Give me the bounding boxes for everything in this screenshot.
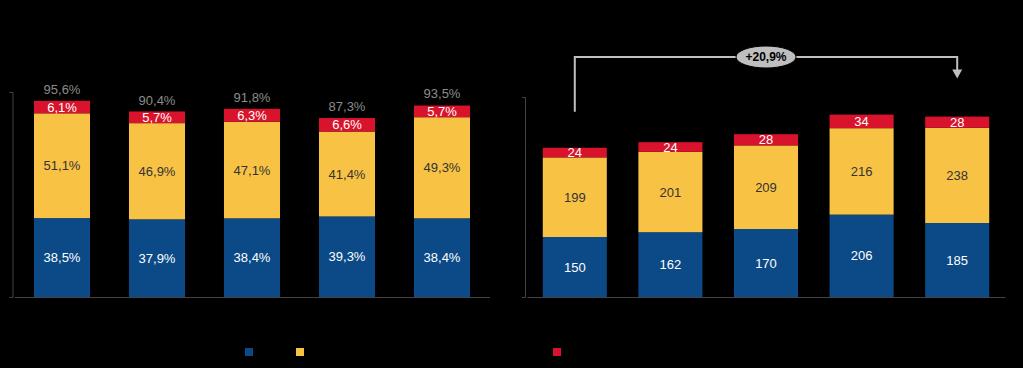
legend-swatch: [296, 348, 304, 356]
y-axis: [522, 98, 526, 298]
data-label: 38,4%: [234, 250, 271, 265]
data-label: 47,1%: [234, 163, 271, 178]
data-label: 38,4%: [424, 250, 461, 265]
chart-root: 38,5% 37,9% 38,4% 39,3% 38,4% 51,1% 46,9% 47,1%…: [0, 0, 1023, 368]
total-label: 90,4%: [139, 93, 176, 108]
bar-segment: [129, 219, 185, 297]
data-label: 162: [660, 257, 682, 272]
tick-mark: [522, 97, 525, 98]
bar-segment: [734, 145, 798, 229]
bar-segment: [543, 237, 607, 297]
bar-segment: [925, 223, 989, 297]
data-label: 51,1%: [44, 158, 81, 173]
data-label: 46,9%: [139, 164, 176, 179]
bar-segment: [830, 215, 894, 297]
tick-mark: [522, 297, 525, 298]
bars: [543, 115, 989, 297]
bar-segment: [734, 229, 798, 297]
bar-segment: [129, 123, 185, 219]
bar-segment: [830, 128, 894, 214]
data-label: 34: [854, 114, 868, 129]
legend-swatch: [245, 348, 253, 356]
bars: [34, 101, 470, 297]
total-label: 95,6%: [44, 82, 81, 97]
tick: [522, 297, 525, 298]
data-label: 24: [568, 145, 582, 160]
annotation-badge: [736, 46, 796, 68]
total-label: 87,3%: [329, 99, 366, 114]
bar-segment: [319, 118, 375, 132]
data-label: 199: [564, 190, 586, 205]
data-label: 24: [663, 140, 677, 155]
annotation: +20,9%: [575, 46, 962, 112]
bar-segment: [319, 132, 375, 217]
bar-segment: [638, 152, 702, 232]
bar-segment: [830, 115, 894, 129]
data-labels: 150 162 170 206 185 199 201 209 216 238 24 24 28 34 28: [564, 114, 968, 275]
axis-line: [10, 93, 14, 298]
bar-segment: [34, 218, 90, 297]
tick: [522, 97, 525, 98]
chart-0: 38,5% 37,9% 38,4% 39,3% 38,4% 51,1% 46,9% 47,1%…: [10, 82, 491, 297]
total-label: 91,8%: [234, 90, 271, 105]
bar-segment: [925, 128, 989, 223]
data-label: 209: [755, 180, 777, 195]
data-label: 216: [851, 164, 873, 179]
data-label: 5,7%: [142, 110, 172, 125]
legend-swatch: [553, 348, 561, 356]
tick: [10, 297, 13, 298]
data-label: 6,3%: [237, 108, 267, 123]
data-label: 201: [660, 185, 682, 200]
data-label: 5,7%: [427, 104, 457, 119]
tick: [10, 92, 13, 93]
bar-segment: [638, 232, 702, 297]
data-label: 6,1%: [47, 100, 77, 115]
bar-segment: [414, 117, 470, 218]
legend: [245, 348, 561, 356]
axis-line: [15, 297, 490, 298]
tick-mark: [10, 92, 13, 93]
data-label: 6,6%: [332, 117, 362, 132]
annotation-text: +20,9%: [745, 50, 786, 64]
data-label: 41,4%: [329, 167, 366, 182]
axis-line: [522, 98, 526, 298]
tick-mark: [10, 297, 13, 298]
bar-segment: [224, 122, 280, 219]
data-label: 150: [564, 260, 586, 275]
axis-line: [528, 297, 1006, 298]
arrow-head: [952, 70, 962, 79]
data-label: 39,3%: [329, 249, 366, 264]
bar-segment: [414, 218, 470, 297]
data-label: 49,3%: [424, 160, 461, 175]
bar-segment: [34, 113, 90, 218]
data-labels: 38,5% 37,9% 38,4% 39,3% 38,4% 51,1% 46,9% 47,1%…: [44, 100, 461, 266]
bar-segment: [224, 218, 280, 297]
bar-segment: [319, 216, 375, 297]
data-label: 185: [946, 253, 968, 268]
data-label: 238: [946, 168, 968, 183]
data-label: 37,9%: [139, 251, 176, 266]
y-axis: [10, 93, 14, 298]
data-label: 28: [950, 115, 964, 130]
data-label: 38,5%: [44, 250, 81, 265]
data-label: 206: [851, 248, 873, 263]
bar-segment: [543, 157, 607, 237]
total-label: 93,5%: [424, 86, 461, 101]
data-label: 28: [759, 132, 773, 147]
chart-1: 150 162 170 206 185 199 201 209 216 238 24 24 28 34 28…: [522, 46, 1006, 298]
data-label: 170: [755, 256, 777, 271]
